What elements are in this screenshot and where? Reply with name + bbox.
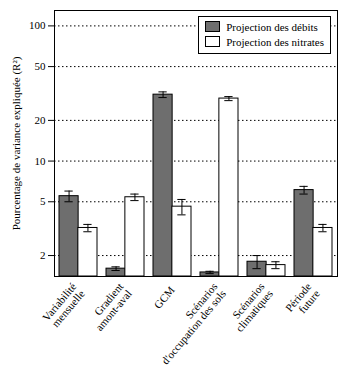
svg-text:10: 10 xyxy=(35,155,47,167)
svg-text:50: 50 xyxy=(35,60,47,72)
svg-text:Pourcentage de variance expliq: Pourcentage de variance expliquée (R²) xyxy=(10,56,23,230)
svg-text:Gradientamont-aval: Gradientamont-aval xyxy=(85,280,134,333)
svg-text:20: 20 xyxy=(35,114,47,126)
svg-text:Périodefuture: Périodefuture xyxy=(283,280,322,321)
svg-text:GCM: GCM xyxy=(151,284,176,311)
svg-text:Scénariosd'occupation des sols: Scénariosd'occupation des sols xyxy=(151,280,228,366)
svg-text:5: 5 xyxy=(40,195,46,207)
html-text:Projection des débits: Projection des débits xyxy=(226,21,318,33)
svg-text:Variabilitémensuelle: Variabilitémensuelle xyxy=(40,280,87,330)
svg-text:Scénariosclimatiques: Scénariosclimatiques xyxy=(225,280,275,334)
svg-text:2: 2 xyxy=(40,249,46,261)
svg-text:100: 100 xyxy=(29,19,46,31)
html-text:Projection des nitrates: Projection des nitrates xyxy=(226,36,324,48)
